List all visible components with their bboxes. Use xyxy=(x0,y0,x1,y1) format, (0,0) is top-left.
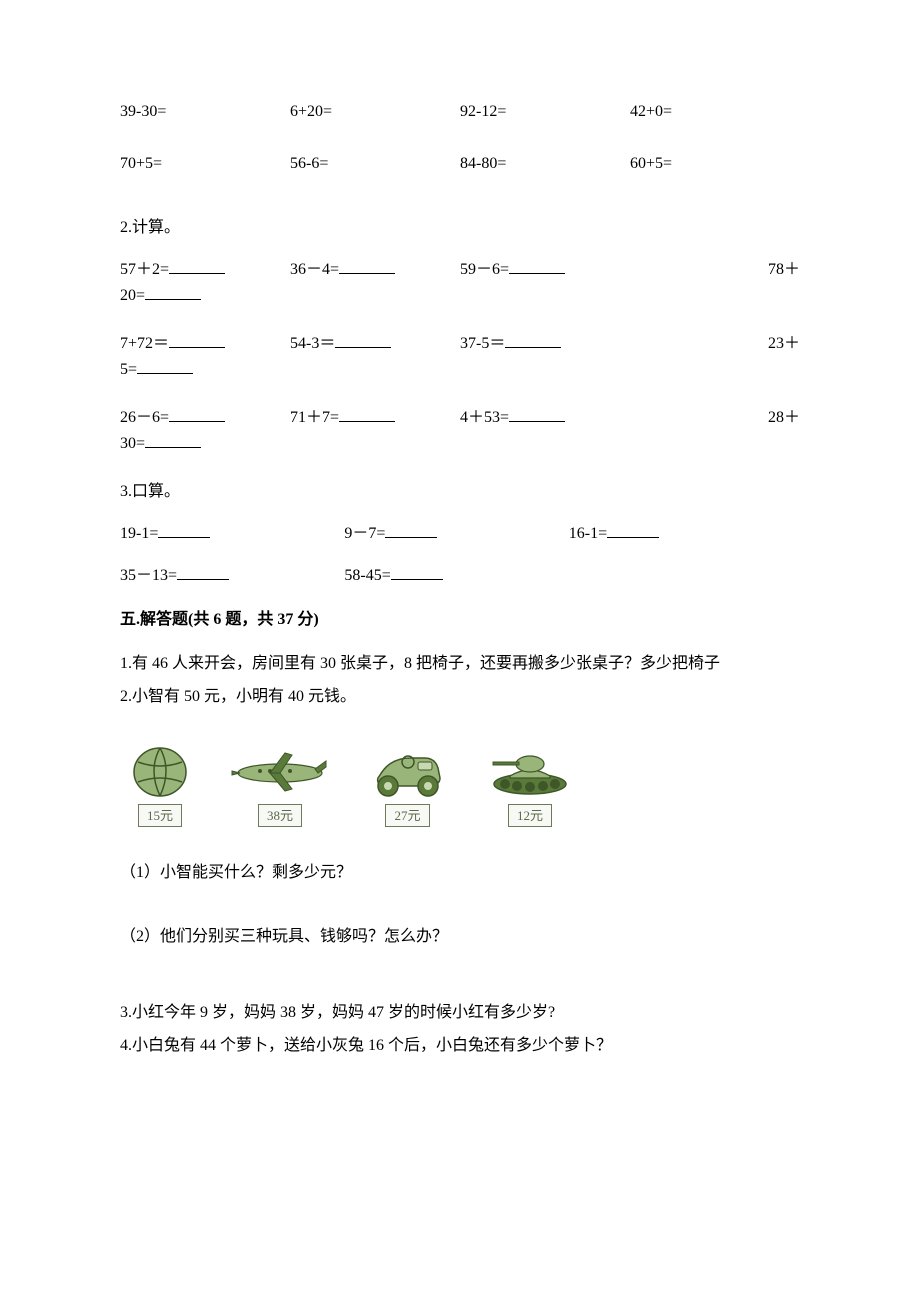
calc-row: 57＋2= 36－4= 59－6= 78＋ xyxy=(120,258,800,282)
calc-text: 20= xyxy=(120,287,145,304)
calc-row: 7+72＝ 54-3＝ 37-5＝ 23＋ xyxy=(120,332,800,356)
toy-tank: 12元 xyxy=(485,740,575,828)
price-tag: 12元 xyxy=(508,804,552,828)
calc-cell: 37-5＝ xyxy=(460,332,630,356)
toy-ball: 15元 xyxy=(120,740,200,828)
oral-text: 35－13= xyxy=(120,567,177,584)
oral-row-2: 35－13= 58-45= xyxy=(120,564,800,588)
blank-line xyxy=(339,258,395,274)
calc-cell: 36－4= xyxy=(290,258,460,282)
blank-line xyxy=(137,358,193,374)
price-tag: 15元 xyxy=(138,804,182,828)
ball-icon xyxy=(120,740,200,800)
toy-car: 27元 xyxy=(360,740,455,828)
calc-text: 7+72＝ xyxy=(120,335,169,352)
math-cell: 60+5= xyxy=(630,152,800,176)
math-cell: 6+20= xyxy=(290,100,460,124)
calc-text: 26－6= xyxy=(120,409,169,426)
oral-text: 19-1= xyxy=(120,525,158,542)
calc-cell: 7+72＝ xyxy=(120,332,290,356)
blank-line xyxy=(169,258,225,274)
blank-line xyxy=(158,522,210,538)
math-cell: 70+5= xyxy=(120,152,290,176)
blank-line xyxy=(509,258,565,274)
blank-line xyxy=(177,564,229,580)
calc-row-cont: 20= xyxy=(120,284,800,308)
section3-heading: 3.口算。 xyxy=(120,480,800,504)
blank-line xyxy=(169,406,225,422)
section5-title: 五.解答题(共 6 题，共 37 分) xyxy=(120,608,800,632)
math-cell: 84-80= xyxy=(460,152,630,176)
toys-row: 15元 38元 xyxy=(120,740,800,828)
calc-group-3: 26－6= 71＋7= 4＋53= 28＋ 30= xyxy=(120,406,800,456)
toy-plane: 38元 xyxy=(230,740,330,828)
calc-text: 4＋53= xyxy=(460,409,509,426)
question-3: 3.小红今年 9 岁，妈妈 38 岁，妈妈 47 岁的时候小红有多少岁? xyxy=(120,999,800,1028)
blank-line xyxy=(391,564,443,580)
price-tag: 27元 xyxy=(385,804,429,828)
math-row-1: 39-30= 6+20= 92-12= 42+0= xyxy=(120,100,800,124)
calc-text: 57＋2= xyxy=(120,261,169,278)
blank-line xyxy=(509,406,565,422)
oral-cell: 58-45= xyxy=(344,564,568,588)
calc-text: 36－4= xyxy=(290,261,339,278)
calc-cell: 26－6= xyxy=(120,406,290,430)
oral-text: 58-45= xyxy=(344,567,390,584)
sub-question-2: （2）他们分别买三种玩具、钱够吗？怎么办？ xyxy=(120,925,800,949)
calc-tail: 23＋ xyxy=(630,332,800,356)
calc-cell: 71＋7= xyxy=(290,406,460,430)
calc-cell: 4＋53= xyxy=(460,406,630,430)
calc-text: 71＋7= xyxy=(290,409,339,426)
math-row-2: 70+5= 56-6= 84-80= 60+5= xyxy=(120,152,800,176)
blank-line xyxy=(607,522,659,538)
blank-line xyxy=(145,432,201,448)
calc-row: 26－6= 71＋7= 4＋53= 28＋ xyxy=(120,406,800,430)
calc-text: 54-3＝ xyxy=(290,335,335,352)
oral-row-1: 19-1= 9－7= 16-1= xyxy=(120,522,800,546)
math-cell: 56-6= xyxy=(290,152,460,176)
oral-text: 16-1= xyxy=(569,525,607,542)
car-icon xyxy=(360,740,455,800)
question-4: 4.小白兔有 44 个萝卜，送给小灰兔 16 个后，小白兔还有多少个萝卜？ xyxy=(120,1032,800,1061)
calc-row-cont: 30= xyxy=(120,432,800,456)
calc-text: 30= xyxy=(120,435,145,452)
blank-line xyxy=(335,332,391,348)
calc-row-cont: 5= xyxy=(120,358,800,382)
plane-icon xyxy=(230,740,330,800)
calc-group-2: 7+72＝ 54-3＝ 37-5＝ 23＋ 5= xyxy=(120,332,800,382)
blank-line xyxy=(339,406,395,422)
oral-cell: 9－7= xyxy=(344,522,568,546)
math-cell: 39-30= xyxy=(120,100,290,124)
calc-cell: 54-3＝ xyxy=(290,332,460,356)
calc-text: 59－6= xyxy=(460,261,509,278)
math-cell: 42+0= xyxy=(630,100,800,124)
price-tag: 38元 xyxy=(258,804,302,828)
oral-cell: 19-1= xyxy=(120,522,344,546)
blank-line xyxy=(145,284,201,300)
calc-cell: 59－6= xyxy=(460,258,630,282)
blank-line xyxy=(169,332,225,348)
calc-text: 37-5＝ xyxy=(460,335,505,352)
calc-text: 5= xyxy=(120,361,137,378)
calc-cell: 57＋2= xyxy=(120,258,290,282)
sub-question-1: （1）小智能买什么？剩多少元？ xyxy=(120,861,800,885)
oral-text: 9－7= xyxy=(344,525,385,542)
calc-tail: 78＋ xyxy=(630,258,800,282)
tank-icon xyxy=(485,740,575,800)
calc-group-1: 57＋2= 36－4= 59－6= 78＋ 20= xyxy=(120,258,800,308)
oral-cell: 16-1= xyxy=(569,522,800,546)
question-1: 1.有 46 人来开会，房间里有 30 张桌子，8 把椅子，还要再搬多少张桌子？… xyxy=(120,650,800,679)
blank-line xyxy=(385,522,437,538)
section2-heading: 2.计算。 xyxy=(120,216,800,240)
blank-line xyxy=(505,332,561,348)
oral-cell: 35－13= xyxy=(120,564,344,588)
math-cell: 92-12= xyxy=(460,100,630,124)
question-2: 2.小智有 50 元，小明有 40 元钱。 xyxy=(120,683,800,712)
calc-tail: 28＋ xyxy=(630,406,800,430)
